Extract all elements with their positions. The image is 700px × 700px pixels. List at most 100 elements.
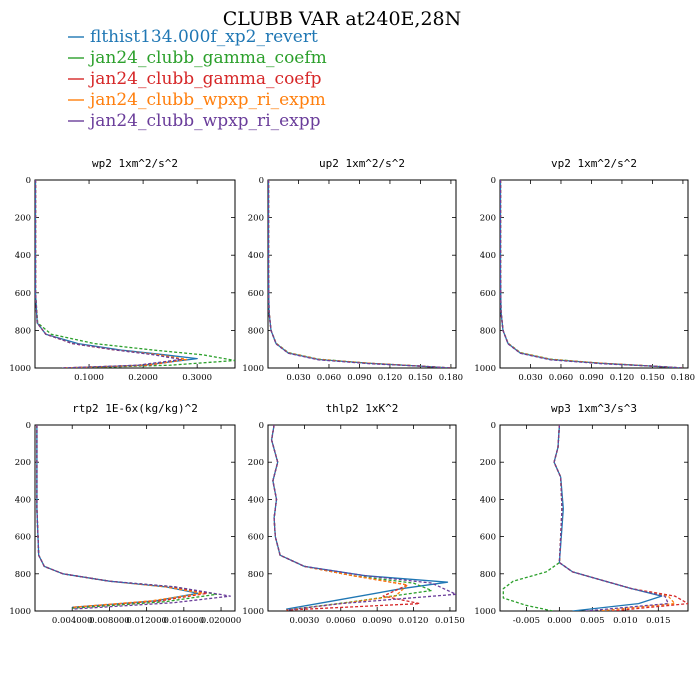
y-tick-label: 200 (15, 458, 31, 468)
x-tick-label: 0.030 (286, 373, 310, 383)
y-tick-label: 1000 (9, 364, 31, 374)
series-line-5 (553, 425, 669, 611)
plot-frame (267, 179, 457, 369)
x-tick-label: 0.120 (378, 373, 402, 383)
series-line-3 (36, 425, 208, 608)
x-tick-label: 0.000 (547, 616, 571, 626)
series-line-3 (553, 425, 688, 611)
y-tick-label: 800 (15, 326, 31, 336)
x-tick-label: 0.030 (518, 373, 542, 383)
series-line-4 (500, 180, 683, 368)
plot-frame (267, 424, 457, 612)
series-line-1 (500, 180, 683, 368)
y-tick-label: 800 (248, 326, 264, 336)
x-tick-label: 0.150 (640, 373, 664, 383)
y-tick-label: 400 (248, 495, 264, 505)
x-tick-label: 0.016000 (164, 616, 205, 626)
y-tick-label: 600 (480, 533, 496, 543)
panel-title: wp3 1xm^3/s^3 (551, 402, 637, 415)
plot-frame (34, 424, 236, 612)
chart-panel-5: thlp2 1xK^2 0 200 400 600 800 1000 0.0030 0.0060… (242, 402, 464, 626)
series-line-3 (500, 180, 683, 368)
series-line-3 (35, 180, 188, 368)
series-line-5 (268, 180, 451, 368)
series-line-4 (36, 425, 204, 608)
y-tick-label: 800 (480, 326, 496, 336)
x-tick-label: 0.015 (646, 616, 670, 626)
y-tick-label: 600 (15, 533, 31, 543)
legend-label: flthist134.000f_xp2_revert (90, 27, 318, 47)
chart-panel-1: wp2 1xm^2/s^2 0 200 400 600 800 1000 0.1000 0.20… (9, 157, 236, 383)
x-tick-label: 0.2000 (128, 373, 158, 383)
chart-panel-2: up2 1xm^2/s^2 0 200 400 600 800 1000 0.030 0.060… (242, 157, 463, 383)
x-tick-label: 0.180 (439, 373, 463, 383)
series-line-4 (268, 180, 451, 368)
y-tick-label: 200 (15, 214, 31, 224)
series-line-4 (553, 425, 676, 611)
x-tick-label: 0.090 (579, 373, 603, 383)
y-tick-label: 400 (15, 495, 31, 505)
y-tick-label: 400 (480, 251, 496, 261)
x-tick-label: 0.020000 (201, 616, 242, 626)
y-tick-label: 400 (480, 495, 496, 505)
series-line-4 (35, 180, 188, 368)
series-line-1 (35, 180, 198, 368)
x-tick-label: 0.1000 (74, 373, 104, 383)
series-line-3 (268, 180, 451, 368)
y-tick-label: 400 (248, 251, 264, 261)
series-line-2 (36, 425, 218, 609)
y-tick-label: 1000 (474, 364, 496, 374)
y-tick-label: 600 (480, 289, 496, 299)
panel-title: thlp2 1xK^2 (326, 402, 399, 415)
x-tick-label: 0.005 (580, 616, 604, 626)
series-line-5 (500, 180, 683, 368)
x-tick-label: 0.0030 (290, 616, 320, 626)
chart-panel-6: wp3 1xm^3/s^3 0 200 400 600 800 1000 -0.005 0.00… (474, 402, 689, 626)
series-line-3 (270, 425, 421, 611)
chart-panel-3: vp2 1xm^2/s^2 0 200 400 600 800 1000 0.030 0.060… (474, 157, 695, 383)
panel-title: wp2 1xm^2/s^2 (92, 157, 178, 170)
y-tick-label: 1000 (9, 607, 31, 617)
y-tick-label: 1000 (474, 607, 496, 617)
panel-title: rtp2 1E-6x(kg/kg)^2 (72, 402, 198, 415)
y-tick-label: 800 (480, 570, 496, 580)
x-tick-label: 0.180 (671, 373, 695, 383)
legend: flthist134.000f_xp2_revertjan24_clubb_ga… (68, 27, 327, 131)
series-line-1 (268, 180, 451, 368)
series-line-2 (270, 425, 433, 611)
y-tick-label: 0 (259, 176, 264, 186)
y-tick-label: 800 (248, 570, 264, 580)
legend-label: jan24_clubb_gamma_coefp (88, 69, 322, 89)
figure-title: CLUBB VAR at240E,28N (223, 8, 462, 30)
x-tick-label: -0.005 (513, 616, 540, 626)
y-tick-label: 600 (248, 533, 264, 543)
legend-label: jan24_clubb_wpxp_ri_expp (88, 111, 321, 131)
series-line-5 (270, 425, 456, 611)
y-tick-label: 200 (248, 214, 264, 224)
legend-label: jan24_clubb_wpxp_ri_expm (88, 90, 326, 110)
y-tick-label: 200 (480, 214, 496, 224)
y-tick-label: 200 (248, 458, 264, 468)
y-tick-label: 0 (259, 421, 264, 431)
x-tick-label: 0.010 (613, 616, 637, 626)
y-tick-label: 400 (15, 251, 31, 261)
y-tick-label: 600 (248, 289, 264, 299)
series-line-5 (36, 425, 231, 610)
x-tick-label: 0.0090 (362, 616, 392, 626)
series-line-2 (500, 180, 683, 368)
x-tick-label: 0.0060 (326, 616, 356, 626)
chart-panel-4: rtp2 1E-6x(kg/kg)^2 0 200 400 600 800 1000 0.00… (9, 402, 241, 626)
series-line-4 (270, 425, 409, 611)
x-tick-label: 0.0150 (435, 616, 465, 626)
series-line-2 (268, 180, 451, 368)
panel-title: up2 1xm^2/s^2 (319, 157, 405, 170)
legend-label: jan24_clubb_gamma_coefm (88, 48, 327, 68)
y-tick-label: 600 (15, 289, 31, 299)
y-tick-label: 0 (26, 421, 31, 431)
plot-frame (499, 424, 689, 612)
y-tick-label: 200 (480, 458, 496, 468)
y-tick-label: 0 (491, 421, 496, 431)
x-tick-label: 0.008000 (89, 616, 130, 626)
chart-panels: wp2 1xm^2/s^2 0 200 400 600 800 1000 0.1000 0.20… (9, 157, 695, 626)
